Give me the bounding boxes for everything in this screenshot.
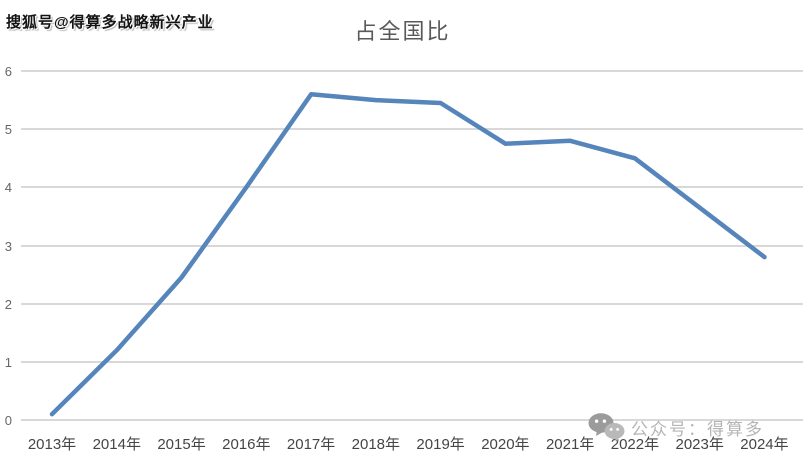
y-tick-label: 0	[4, 413, 12, 428]
x-tick-label: 2020年	[481, 436, 530, 453]
x-tick-label: 2013年	[27, 436, 77, 453]
gridline	[21, 128, 803, 131]
chart-title: 占全国比	[354, 19, 451, 44]
y-tick-label: 6	[4, 64, 12, 79]
trend-line	[49, 92, 767, 417]
gridline	[21, 70, 803, 72]
wechat-icon	[588, 413, 625, 442]
y-tick-label: 1	[4, 354, 12, 370]
x-tick-label: 2014年	[92, 436, 141, 453]
x-tick-label: 2024年	[740, 436, 789, 453]
gridline	[21, 419, 803, 421]
x-tick-label: 2017年	[286, 436, 336, 453]
y-tick-label: 5	[4, 122, 12, 138]
x-tick-label: 2022年	[610, 436, 660, 453]
y-tick-label: 2	[4, 296, 12, 312]
y-tick-label: 4	[4, 180, 12, 196]
y-tick-label: 3	[4, 238, 12, 254]
x-tick-label: 2021年	[545, 436, 595, 453]
wechat-watermark: 公众号：得算多	[588, 413, 764, 442]
x-tick-label: 2018年	[351, 436, 401, 453]
sohu-watermark: 搜狐号@得算多战略新兴产业	[6, 14, 214, 31]
x-tick-label: 2016年	[222, 436, 271, 453]
gridline	[21, 360, 803, 363]
x-tick-label: 2019年	[416, 436, 465, 453]
gridline	[21, 244, 803, 247]
x-tick-label: 2015年	[157, 436, 206, 453]
x-tick-label: 2023年	[675, 436, 724, 453]
gridline	[21, 302, 803, 305]
wechat-watermark-text: 公众号：得算多	[631, 420, 764, 439]
gridline	[21, 186, 803, 189]
